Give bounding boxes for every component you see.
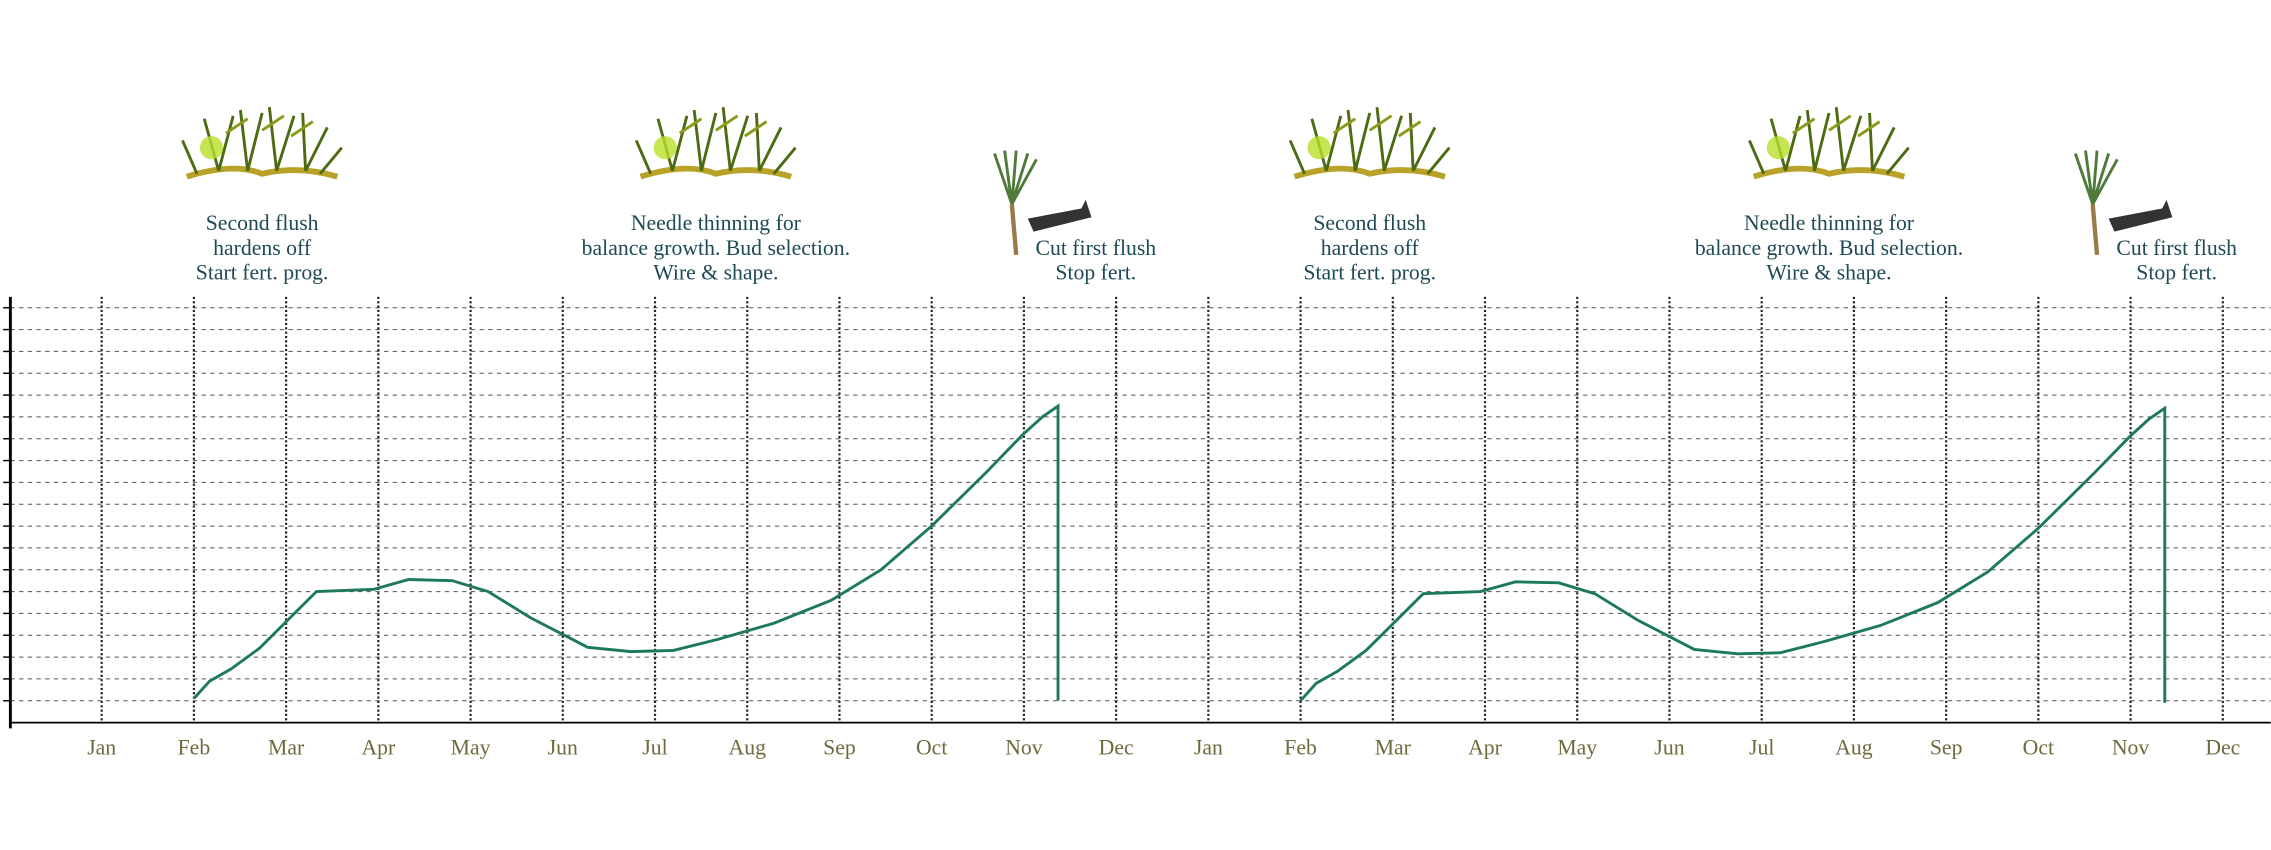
x-tick-label: Jan [1194,735,1223,759]
annotation: hardens off [213,236,312,260]
x-tick-label: Nov [1005,735,1043,759]
x-tick-label: Oct [916,735,947,759]
pine-icon [182,107,341,177]
x-tick-label: May [451,735,491,759]
x-tick-label: Mar [268,735,305,759]
pine-icon [1290,107,1449,177]
annotation: Second flush [1313,211,1426,235]
x-tick-label: Feb [178,735,211,759]
x-tick-label: Feb [1284,735,1317,759]
x-tick-label: Aug [1835,735,1873,759]
annotation: Stop fert. [1055,260,1136,284]
x-tick-label: Sep [1930,735,1963,759]
x-tick-label: Jul [642,735,667,759]
x-tick-label: Dec [2205,735,2240,759]
annotation: Second flush [206,211,319,235]
x-tick-label: Apr [1468,735,1503,759]
x-tick-label: Nov [2112,735,2150,759]
annotation: balance growth. Bud selection. [1695,236,1963,260]
x-tick-label: Jul [1749,735,1774,759]
annotation: Needle thinning for [1744,211,1915,235]
x-tick-label: Dec [1099,735,1134,759]
x-tick-label: Jun [1654,735,1684,759]
x-tick-label: Jun [548,735,578,759]
pine-icon [636,107,795,177]
data-line [192,403,2167,703]
x-tick-label: Sep [823,735,856,759]
pine-icon [1749,107,1908,177]
x-tick-label: Apr [361,735,396,759]
annotation: Needle thinning for [631,211,802,235]
annotation: Wire & shape. [653,260,778,284]
x-tick-label: Mar [1375,735,1412,759]
annotation: Cut first flush [1036,236,1157,260]
annotation: Start fert. prog. [1303,260,1436,284]
annotation: Cut first flush [2116,236,2237,260]
annotation: Stop fert. [2136,260,2217,284]
annotation: hardens off [1321,236,1420,260]
annotation: Start fert. prog. [196,260,329,284]
annotation: balance growth. Bud selection. [582,236,850,260]
x-tick-label: Jan [87,735,116,759]
x-tick-label: Aug [729,735,767,759]
annotation: Wire & shape. [1766,260,1891,284]
x-tick-label: May [1557,735,1597,759]
x-tick-label: Oct [2023,735,2054,759]
